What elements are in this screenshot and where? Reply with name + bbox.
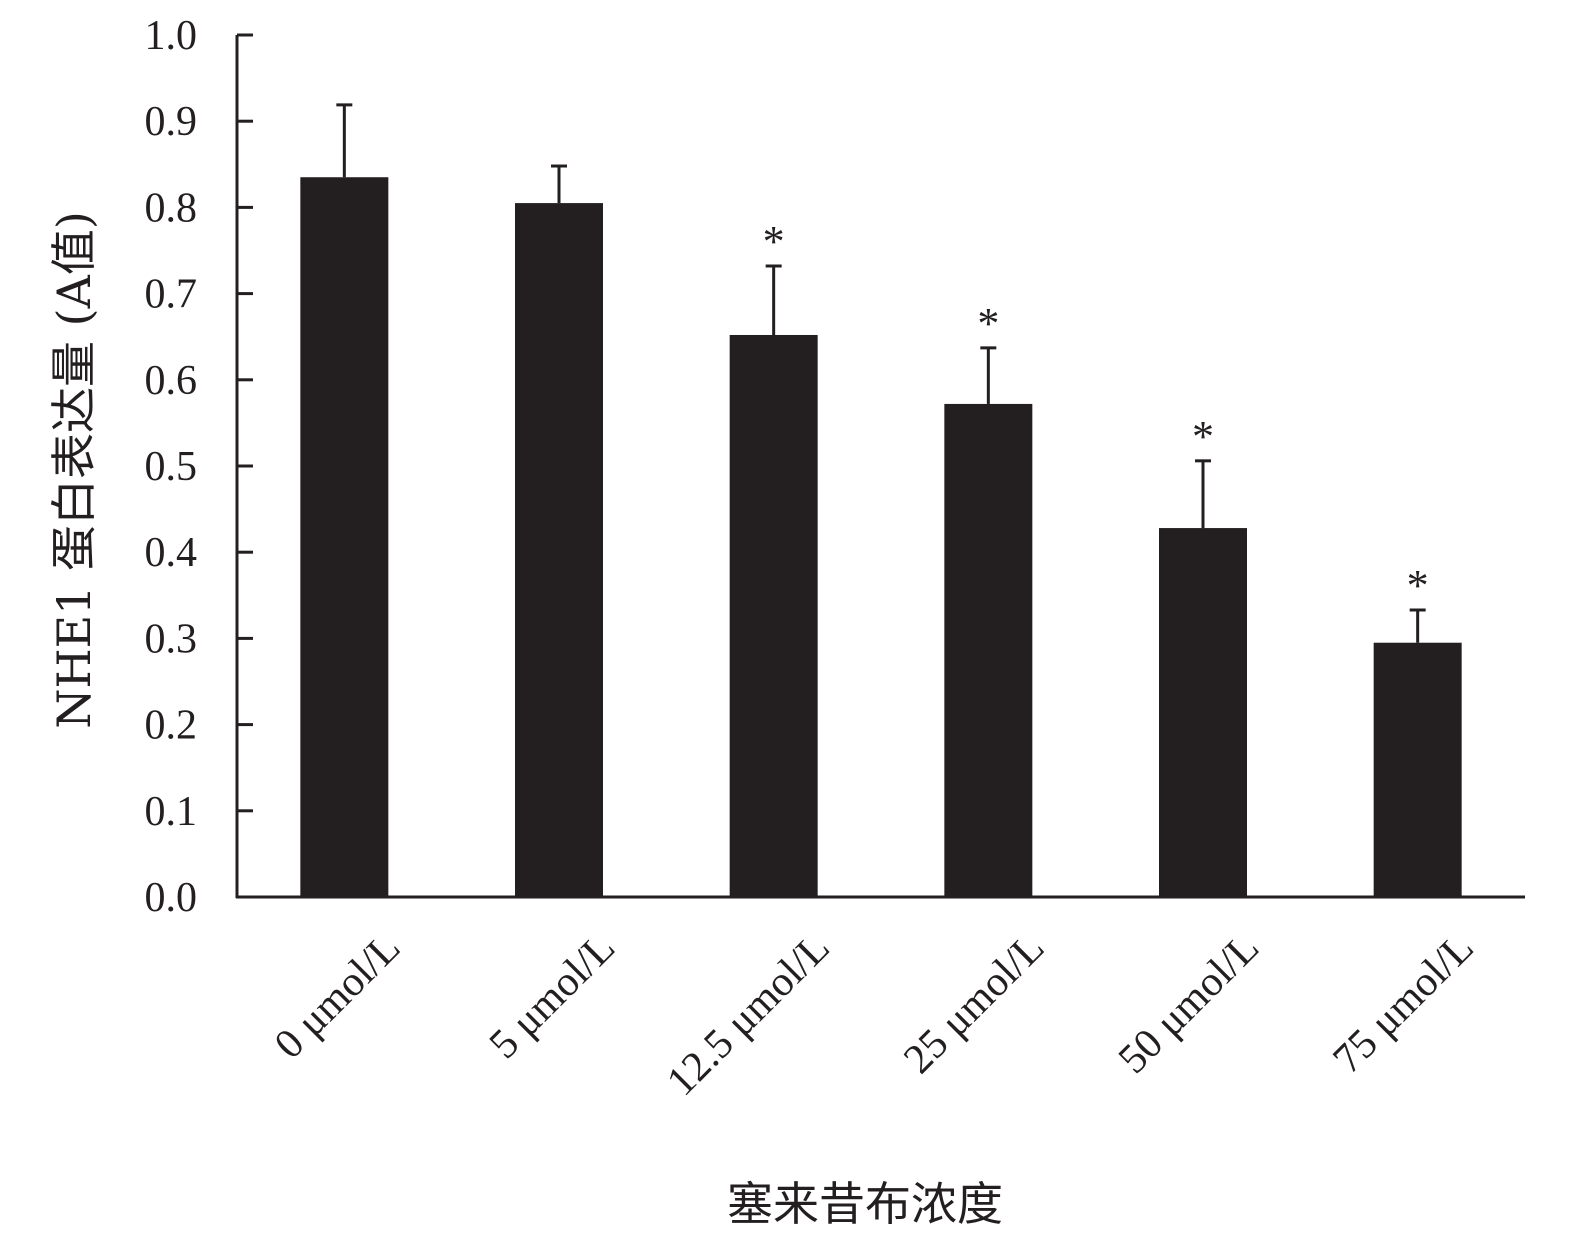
bar: [1159, 528, 1247, 897]
bar: [515, 203, 603, 898]
bars: [300, 177, 1462, 898]
y-axis: 0.0 0.1 0.2 0.3 0.4 0.5 0.6 0.7 0.8 0.9 1.0: [145, 13, 253, 921]
x-tick-label: 50 μmol/L: [1110, 925, 1268, 1083]
significance-star: *: [977, 299, 999, 348]
x-tick-label: 25 μmol/L: [895, 925, 1053, 1083]
y-tick-label: 0.9: [145, 99, 198, 145]
y-tick-label: 0.0: [145, 875, 198, 921]
y-tick-label: 0.5: [145, 444, 198, 490]
x-tick-label: 5 μmol/L: [481, 925, 624, 1068]
x-tick-label: 75 μmol/L: [1325, 925, 1483, 1083]
x-tick-label: 12.5 μmol/L: [658, 925, 838, 1105]
y-tick-label: 0.4: [145, 530, 198, 576]
bar: [300, 177, 389, 898]
significance-star: *: [1192, 412, 1214, 461]
significance-markers: * * * *: [763, 217, 1429, 610]
y-tick-label: 0.8: [145, 185, 198, 231]
y-tick-label: 0.3: [145, 616, 198, 662]
bar: [729, 334, 818, 897]
significance-star: *: [1407, 561, 1429, 610]
category-labels: 0 μmol/L 5 μmol/L 12.5 μmol/L 25 μmol/L 50 μ…: [266, 925, 1483, 1105]
significance-star: *: [763, 217, 785, 266]
y-tick-label: 0.2: [145, 703, 198, 749]
y-axis-title: NHE1 蛋白表达量 (A值): [47, 211, 101, 729]
y-tick-label: 0.1: [145, 789, 198, 835]
bar: [1373, 642, 1462, 897]
x-axis-title: 塞来昔布浓度: [727, 1177, 1003, 1231]
y-tick-label: 0.7: [145, 272, 198, 318]
y-tick-label: 1.0: [145, 13, 198, 59]
bar: [944, 403, 1033, 897]
y-tick-label: 0.6: [145, 358, 198, 404]
x-tick-label: 0 μmol/L: [266, 925, 409, 1068]
error-bars: [336, 103, 1426, 643]
